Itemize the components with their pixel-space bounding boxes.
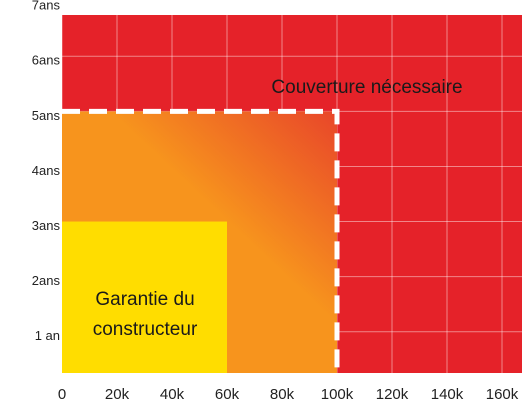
dashed-boundary [62, 108, 340, 373]
y-tick-label: 5ans [32, 108, 61, 123]
x-tick-label: 100k [321, 386, 354, 403]
region-label: Couverture nécessaire [271, 77, 462, 98]
x-tick-label: 0 [58, 386, 66, 403]
x-tick-label: 40k [160, 386, 185, 403]
x-tick-label: 80k [270, 386, 295, 403]
y-tick-label: 3ans [32, 218, 61, 233]
region-label: Garantie du [95, 289, 194, 310]
x-tick-label: 120k [376, 386, 409, 403]
y-tick-label: 7ans [32, 0, 61, 13]
y-tick-label: 6ans [32, 53, 61, 68]
region [62, 221, 227, 373]
x-tick-label: 140k [431, 386, 464, 403]
x-tick-label: 160k [486, 386, 519, 403]
y-tick-label: 1 an [35, 328, 60, 343]
region-label: constructeur [93, 319, 198, 340]
x-tick-label: 20k [105, 386, 130, 403]
x-tick-label: 60k [215, 386, 240, 403]
y-tick-label: 4ans [32, 163, 61, 178]
plot-area [62, 15, 522, 373]
y-tick-label: 2ans [32, 273, 61, 288]
